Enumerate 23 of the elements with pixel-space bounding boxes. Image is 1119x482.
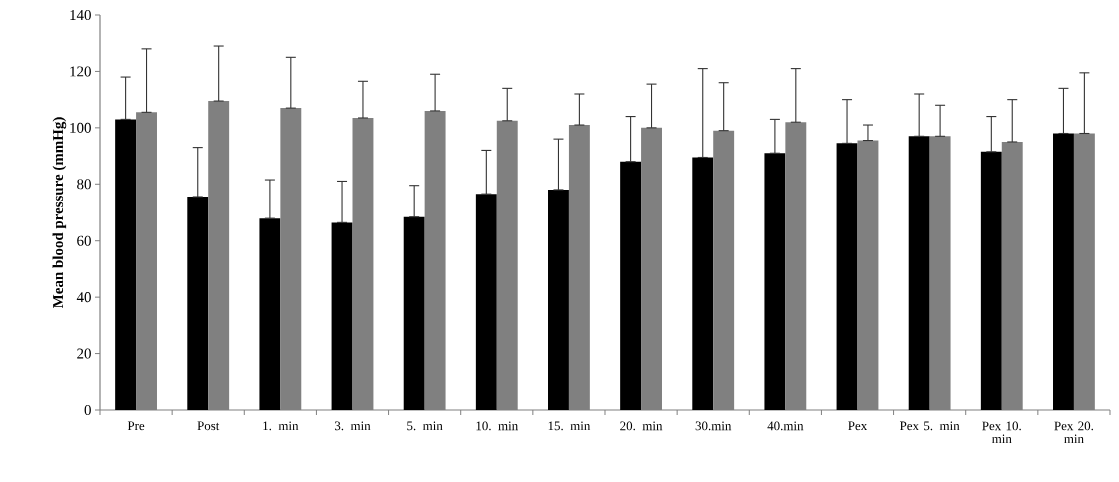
x-tick-label: Pex 20. min (1054, 421, 1094, 444)
y-tick-label: 60 (77, 235, 91, 246)
y-tick-label: 0 (84, 404, 91, 416)
x-tick-label: Pex 10. min (982, 421, 1021, 444)
y-tick-label: 100 (70, 122, 91, 133)
x-tick-label: 15. min (548, 421, 591, 431)
x-tick-label: 30.min (695, 421, 732, 431)
x-tick-label: Pex 5. min (899, 421, 960, 431)
x-tick-label: 5. min (407, 421, 443, 431)
y-tick-label: 120 (70, 66, 91, 77)
y-tick-label: 140 (70, 9, 91, 21)
x-tick-label: Pex (848, 421, 868, 431)
y-tick-label: 20 (77, 348, 91, 359)
x-tick-label: Post (197, 421, 220, 431)
x-tick-label: 20. min (620, 421, 663, 431)
y-tick-label: 40 (76, 292, 91, 303)
x-tick-label: 10. min (476, 421, 518, 431)
y-tick-label: 80 (77, 179, 91, 190)
x-tick-label: 40.min (767, 421, 804, 431)
x-tick-label: Pre (127, 421, 145, 431)
x-tick-label: 3. min (334, 421, 371, 431)
x-tick-label: 1. min (263, 421, 299, 431)
y-axis-title: Mean blood pressure (mmHg) (52, 117, 67, 309)
